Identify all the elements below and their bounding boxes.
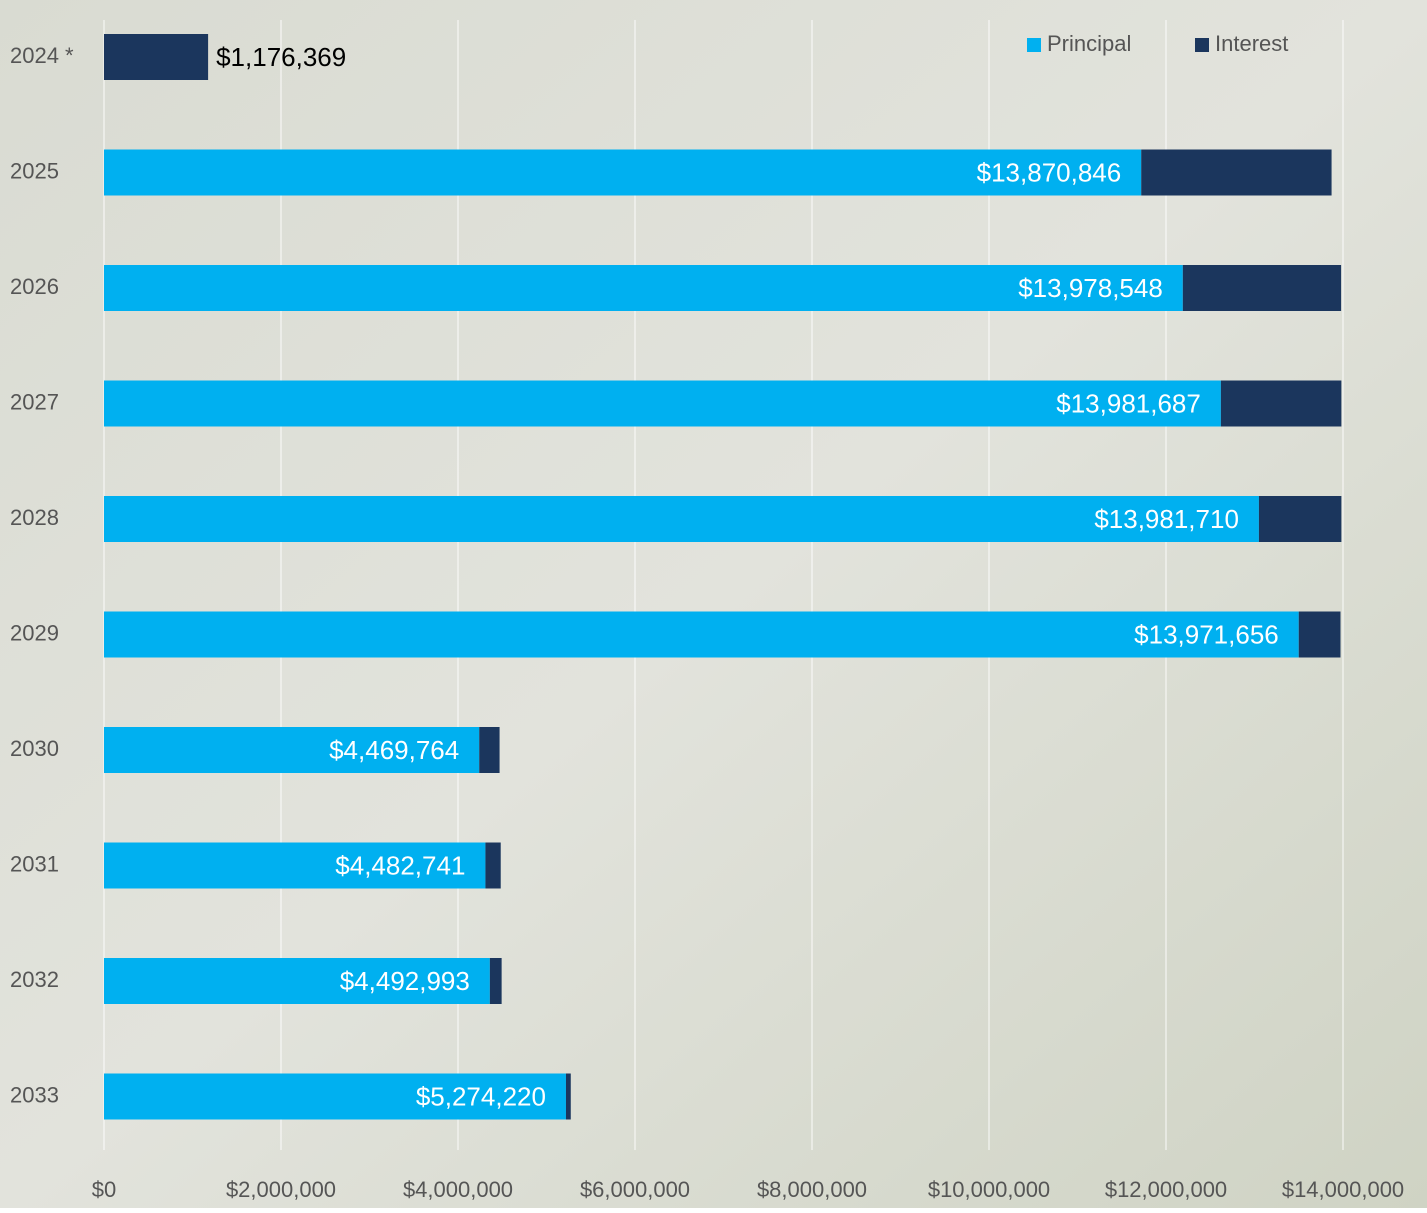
total-label: $4,492,993 — [340, 966, 470, 996]
x-tick-label: $10,000,000 — [928, 1177, 1050, 1202]
bar-segment — [1259, 496, 1341, 542]
total-label: $13,971,656 — [1134, 619, 1279, 649]
bar-segment — [1183, 265, 1341, 311]
total-label: $13,981,710 — [1094, 504, 1239, 534]
y-tick-label: 2032 — [10, 967, 59, 992]
x-tick-label: $6,000,000 — [580, 1177, 690, 1202]
bar-segment — [485, 843, 500, 889]
y-tick-label: 2031 — [10, 851, 59, 876]
y-tick-label: 2024 * — [10, 43, 74, 68]
chart: $0 $2,000,000 $4,000,000 $6,000,000 $8,000,0… — [0, 0, 1427, 1208]
legend-label: Interest — [1215, 31, 1288, 56]
x-tick-label: $14,000,000 — [1282, 1177, 1404, 1202]
bar-segment — [490, 958, 502, 1004]
bar-segment — [1221, 381, 1342, 427]
total-label: $13,870,846 — [977, 157, 1122, 187]
y-tick-label: 2028 — [10, 505, 59, 530]
bar-segment — [104, 496, 1259, 542]
total-label: $4,469,764 — [329, 735, 459, 765]
bar-segment — [104, 381, 1221, 427]
x-tick-label: $4,000,000 — [403, 1177, 513, 1202]
legend-swatch — [1195, 38, 1209, 52]
total-label: $13,981,687 — [1056, 388, 1201, 418]
total-label: $5,274,220 — [416, 1081, 546, 1111]
x-tick-label: $2,000,000 — [226, 1177, 336, 1202]
y-tick-label: 2030 — [10, 736, 59, 761]
y-tick-label: 2027 — [10, 389, 59, 414]
bar-segment — [104, 612, 1299, 658]
x-tick-label: $12,000,000 — [1105, 1177, 1227, 1202]
y-tick-label: 2025 — [10, 158, 59, 183]
bar-segment — [1299, 612, 1341, 658]
bar-segment — [104, 34, 208, 80]
x-tick-label: $8,000,000 — [757, 1177, 867, 1202]
legend-label: Principal — [1047, 31, 1131, 56]
y-tick-label: 2026 — [10, 274, 59, 299]
total-label: $4,482,741 — [335, 850, 465, 880]
x-tick-label: $0 — [92, 1177, 116, 1202]
total-label: $13,978,548 — [1018, 273, 1163, 303]
bar-segment — [479, 727, 499, 773]
total-label: $1,176,369 — [216, 42, 346, 72]
bar-segment — [566, 1074, 571, 1120]
legend-swatch — [1027, 38, 1041, 52]
bar-segment — [1141, 150, 1331, 196]
y-tick-label: 2033 — [10, 1082, 59, 1107]
y-tick-label: 2029 — [10, 620, 59, 645]
